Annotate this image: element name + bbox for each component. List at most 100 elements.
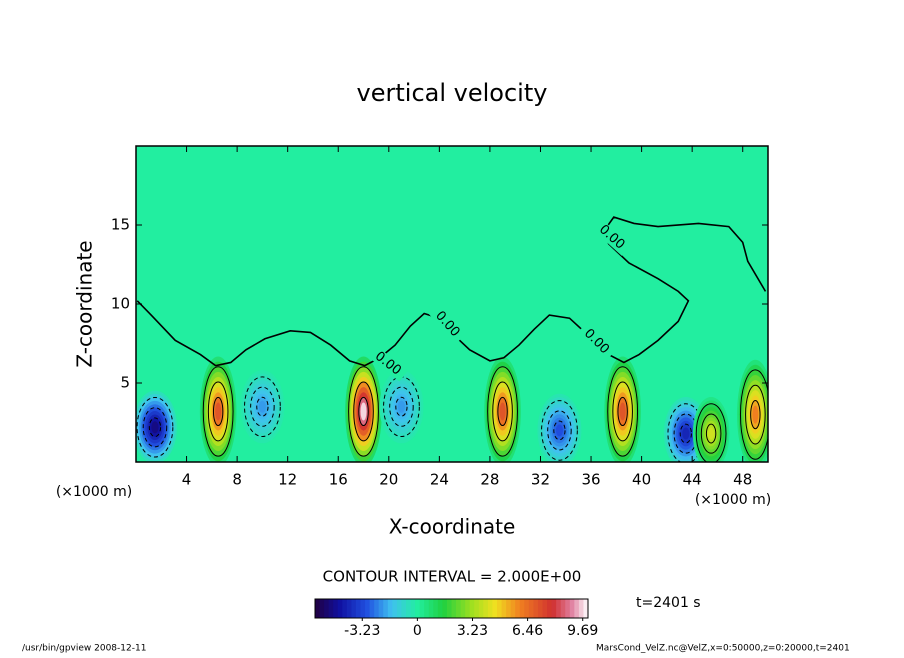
core-layer — [397, 400, 406, 413]
colorbar-cell — [524, 599, 530, 618]
colorbar-cell — [519, 599, 525, 618]
colorbar-cell — [533, 599, 539, 618]
x-tick-label: 12 — [278, 471, 297, 489]
colorbar-cell — [542, 599, 548, 618]
y-axis-label: Z-coordinate — [73, 240, 97, 367]
core-layer — [151, 421, 159, 434]
colorbar-cell — [446, 599, 452, 618]
core-layer — [360, 402, 367, 421]
colorbar-cell — [574, 599, 580, 618]
colorbar-cell — [401, 599, 407, 618]
colorbar-cell — [324, 599, 330, 618]
footer-left: /usr/bin/gpview 2008-12-11 — [22, 644, 146, 654]
x-unit-label: (×1000 m) — [56, 484, 132, 500]
colorbar-cell — [351, 599, 357, 618]
colorbar-cell — [406, 599, 412, 618]
plot-area: 0.000.000.000.00 — [136, 146, 768, 462]
y-tick-label: 10 — [111, 295, 130, 313]
updraft-core — [199, 356, 237, 462]
colorbar-cell — [360, 599, 366, 618]
colorbar-cell — [410, 599, 416, 618]
colorbar-cell — [556, 599, 562, 618]
colorbar-cell — [465, 599, 471, 618]
downdraft-core — [537, 393, 582, 462]
core-layer — [752, 405, 759, 424]
colorbar-tick-label: 9.69 — [567, 623, 598, 639]
contour-label-bg — [577, 322, 616, 361]
colorbar-cell — [478, 599, 484, 618]
colorbar-cell — [442, 599, 448, 618]
colorbar-cell — [510, 599, 516, 618]
colorbar-cell — [355, 599, 361, 618]
x-tick-label: 44 — [683, 471, 702, 489]
colorbar-tick-label: -3.23 — [344, 623, 380, 639]
core-layer — [215, 402, 222, 421]
colorbar-cell — [451, 599, 457, 618]
colorbar-cell — [346, 599, 352, 618]
updraft-core — [484, 356, 521, 462]
x-tick-label: 4 — [182, 471, 192, 489]
colorbar-cell — [433, 599, 439, 618]
contour-label-bg — [592, 218, 632, 256]
colorbar-cell — [460, 599, 466, 618]
colorbar-cell — [537, 599, 543, 618]
time-label: t=2401 s — [636, 595, 701, 611]
x-unit-label: (×1000 m) — [695, 492, 771, 508]
colorbar-cell — [437, 599, 443, 618]
downdraft-core — [240, 370, 285, 444]
contour-label-bg — [428, 304, 466, 344]
colorbar-cell — [583, 599, 589, 618]
x-tick-label: 32 — [531, 471, 550, 489]
colorbar-cell — [501, 599, 507, 618]
updraft-core — [692, 396, 730, 462]
colorbar-cell — [387, 599, 393, 618]
core-layer — [708, 427, 715, 440]
colorbar-cell — [333, 599, 339, 618]
colorbar-cell — [428, 599, 434, 618]
updraft-core — [345, 356, 382, 462]
colorbar-frame — [314, 598, 589, 619]
colorbar-cell — [560, 599, 566, 618]
core-layer — [555, 424, 564, 437]
colorbar-cell — [565, 599, 571, 618]
core-layer — [258, 400, 266, 413]
colorbar-cell — [424, 599, 430, 618]
colorbar-cell — [456, 599, 462, 618]
colorbar-tick-label: 0 — [413, 623, 422, 639]
colorbar-cell — [578, 599, 584, 618]
contour-label-bg — [367, 345, 409, 382]
y-tick-label: 15 — [111, 216, 130, 234]
colorbar-cell — [374, 599, 380, 618]
colorbar-cell — [528, 599, 534, 618]
colorbar-cell — [492, 599, 498, 618]
footer-right: MarsCond_VelZ.nc@VelZ,x=0:50000,z=0:2000… — [596, 644, 850, 654]
colorbar-cell — [487, 599, 493, 618]
colorbar-cell — [569, 599, 575, 618]
core-layer — [619, 402, 626, 421]
colorbar-cell — [483, 599, 489, 618]
colorbar-cell — [396, 599, 402, 618]
colorbar-cell — [392, 599, 398, 618]
chart-title: vertical velocity — [357, 79, 548, 107]
colorbar-cell — [337, 599, 343, 618]
updraft-core — [737, 359, 768, 462]
colorbar-cell — [328, 599, 334, 618]
colorbar-tick-label: 3.23 — [457, 623, 488, 639]
colorbar-cell — [378, 599, 384, 618]
colorbar-cell — [369, 599, 375, 618]
x-tick-label: 48 — [733, 471, 752, 489]
colorbar-cell — [319, 599, 325, 618]
core-layer — [499, 402, 506, 421]
downdraft-core — [379, 370, 424, 444]
x-tick-label: 16 — [329, 471, 348, 489]
colorbar-cell — [419, 599, 425, 618]
x-tick-label: 40 — [632, 471, 651, 489]
colorbar-tick-label: 6.46 — [512, 623, 543, 639]
y-tick-label: 5 — [120, 374, 130, 392]
colorbar-cell — [551, 599, 557, 618]
x-tick-label: 28 — [480, 471, 499, 489]
colorbar-cell — [365, 599, 371, 618]
colorbar-cell — [342, 599, 348, 618]
x-tick-label: 20 — [379, 471, 398, 489]
